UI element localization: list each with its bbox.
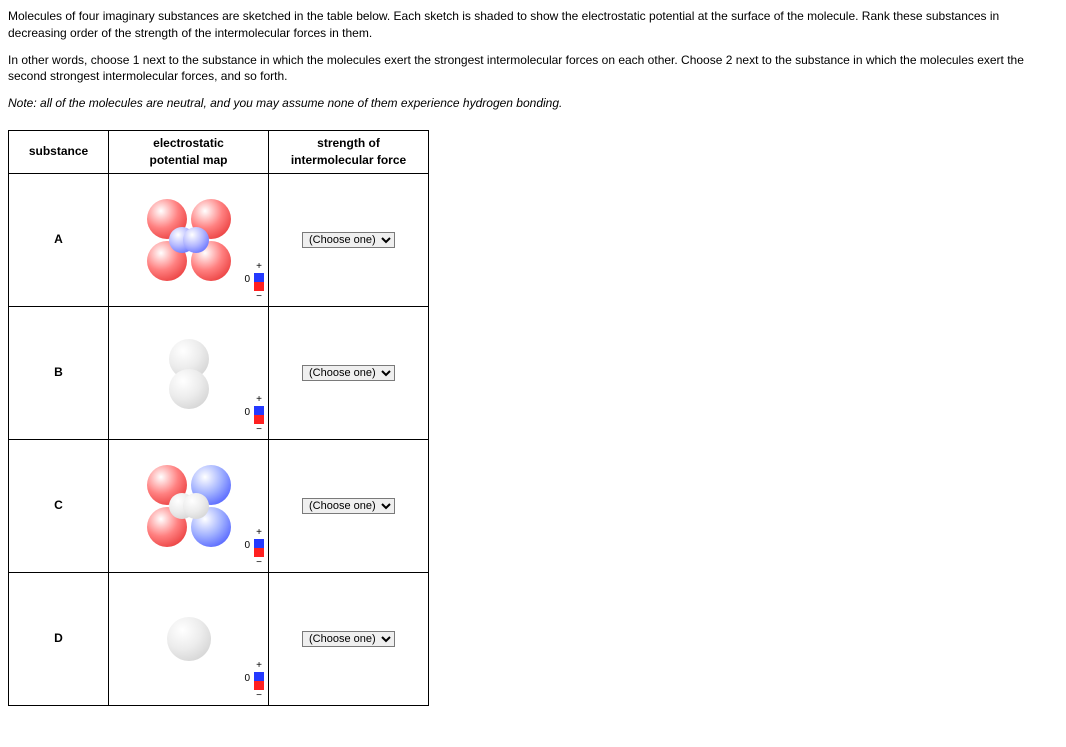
- force-rank-cell: (Choose one): [269, 572, 429, 705]
- intro-paragraph-2: In other words, choose 1 next to the sub…: [8, 52, 1058, 86]
- legend-zero: 0: [244, 408, 250, 418]
- legend-plus: +: [254, 262, 264, 272]
- molecule-sketch: [159, 609, 219, 669]
- substance-label: C: [9, 439, 109, 572]
- header-force: strength of intermolecular force: [269, 130, 429, 173]
- header-map: electrostatic potential map: [109, 130, 269, 173]
- legend-minus: −: [254, 691, 264, 701]
- intro-note: Note: all of the molecules are neutral, …: [8, 95, 1058, 112]
- legend-minus: −: [254, 558, 264, 568]
- force-rank-cell: (Choose one): [269, 173, 429, 306]
- legend-bar: [254, 672, 264, 690]
- potential-map: +0−: [109, 307, 268, 439]
- potential-map-cell: +0−: [109, 173, 269, 306]
- legend-bar: [254, 406, 264, 424]
- table-row: C +0− (Choose one): [9, 439, 429, 572]
- rank-select[interactable]: (Choose one): [302, 365, 395, 381]
- legend-plus: +: [254, 528, 264, 538]
- potential-legend: +0−: [254, 262, 264, 302]
- force-rank-cell: (Choose one): [269, 439, 429, 572]
- legend-zero: 0: [244, 275, 250, 285]
- molecule-atom-sphere: [183, 227, 209, 253]
- table-row: A +0− (Choose one): [9, 173, 429, 306]
- potential-map: +0−: [109, 174, 268, 306]
- legend-plus: +: [254, 661, 264, 671]
- intro-block: Molecules of four imaginary substances a…: [8, 8, 1058, 112]
- substance-label: B: [9, 306, 109, 439]
- molecule-atom-sphere: [183, 493, 209, 519]
- rank-select[interactable]: (Choose one): [302, 232, 395, 248]
- substance-label: D: [9, 572, 109, 705]
- note-prefix: Note:: [8, 96, 37, 110]
- molecule-sketch: [141, 463, 237, 549]
- molecule-sketch: [159, 335, 219, 411]
- legend-minus: −: [254, 292, 264, 302]
- table-row: B +0− (Choose one): [9, 306, 429, 439]
- substance-label: A: [9, 173, 109, 306]
- legend-plus: +: [254, 395, 264, 405]
- potential-map-cell: +0−: [109, 439, 269, 572]
- ranking-table: substance electrostatic potential map st…: [8, 130, 429, 706]
- legend-bar: [254, 539, 264, 557]
- potential-legend: +0−: [254, 395, 264, 435]
- molecule-atom-sphere: [167, 617, 211, 661]
- rank-select[interactable]: (Choose one): [302, 498, 395, 514]
- potential-map: +0−: [109, 440, 268, 572]
- header-substance: substance: [9, 130, 109, 173]
- legend-zero: 0: [244, 674, 250, 684]
- potential-legend: +0−: [254, 661, 264, 701]
- potential-map-cell: +0−: [109, 572, 269, 705]
- intro-paragraph-1: Molecules of four imaginary substances a…: [8, 8, 1058, 42]
- potential-legend: +0−: [254, 528, 264, 568]
- force-rank-cell: (Choose one): [269, 306, 429, 439]
- legend-zero: 0: [244, 541, 250, 551]
- header-force-l2: intermolecular force: [291, 153, 406, 167]
- note-body: all of the molecules are neutral, and yo…: [37, 96, 563, 110]
- molecule-sketch: [141, 197, 237, 283]
- header-map-l1: electrostatic: [153, 136, 224, 150]
- table-row: D +0− (Choose one): [9, 572, 429, 705]
- header-map-l2: potential map: [149, 153, 227, 167]
- potential-map: +0−: [109, 573, 268, 705]
- header-force-l1: strength of: [317, 136, 380, 150]
- legend-bar: [254, 273, 264, 291]
- potential-map-cell: +0−: [109, 306, 269, 439]
- molecule-atom-sphere: [169, 369, 209, 409]
- legend-minus: −: [254, 425, 264, 435]
- rank-select[interactable]: (Choose one): [302, 631, 395, 647]
